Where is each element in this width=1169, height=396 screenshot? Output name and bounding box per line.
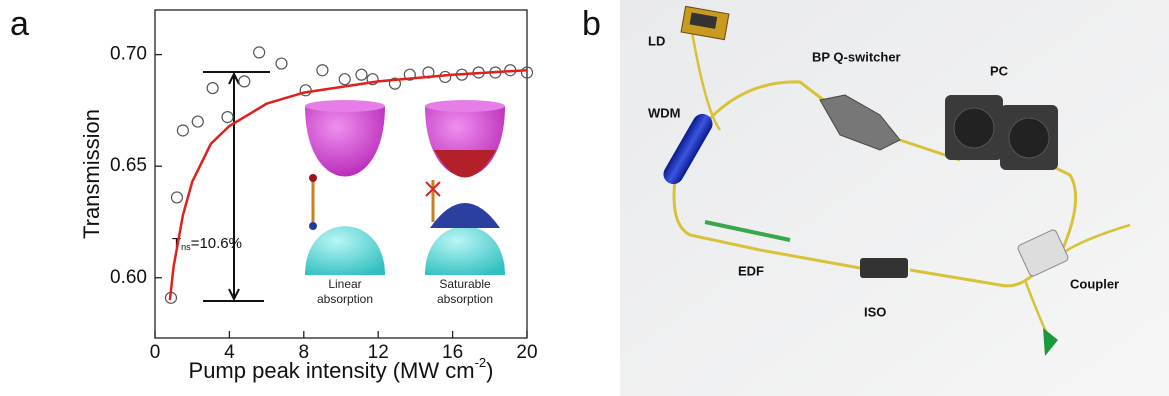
data-point <box>275 57 288 70</box>
data-point <box>366 73 379 86</box>
bracket <box>203 71 270 302</box>
component-label: WDM <box>648 105 681 120</box>
bp-q-switcher <box>819 94 901 151</box>
component-label: LD <box>648 33 665 48</box>
plot-frame <box>154 9 528 339</box>
band-inset: Linear absorption Saturable absorption <box>305 100 505 306</box>
inset-label: absorption <box>317 292 373 306</box>
data-point <box>338 73 351 86</box>
annotation-text: =10.6% <box>191 235 242 252</box>
x-tick-label: 20 <box>516 342 537 363</box>
x-axis-label: Pump peak intensity (MW cm-2) <box>189 355 494 382</box>
chart: Linear absorption Saturable absorption T… <box>79 9 538 383</box>
panel-label: a <box>10 5 29 43</box>
y-axis-label: Transmission <box>79 109 104 239</box>
data-point <box>355 68 368 81</box>
y-tick-label: 0.70 <box>110 44 147 65</box>
inset-label: Saturable <box>439 277 491 291</box>
wdm <box>663 113 713 185</box>
data-point <box>170 191 184 204</box>
x-tick-label: 16 <box>442 342 463 363</box>
component-label: EDF <box>738 263 764 278</box>
data-point <box>206 81 219 95</box>
inset-label: absorption <box>437 292 493 306</box>
fiber <box>672 80 1078 288</box>
x-label-sup: -2 <box>475 355 487 370</box>
x-tick-label: 4 <box>224 342 235 363</box>
iso <box>860 258 908 278</box>
component-label: PC <box>990 63 1009 78</box>
x-tick-label: 0 <box>150 342 161 363</box>
x-tick-label: 8 <box>299 342 310 363</box>
edf <box>704 220 791 242</box>
x-tick-label: 12 <box>368 342 389 363</box>
x-label-text: Pump peak intensity (MW cm <box>189 358 475 383</box>
y-tick-label: 0.65 <box>110 155 147 176</box>
data-point <box>221 111 234 124</box>
data-point <box>176 124 189 137</box>
diagram-background <box>620 0 1169 396</box>
y-tick-label: 0.60 <box>110 267 147 288</box>
fit-line <box>168 68 528 301</box>
data-point <box>520 66 534 79</box>
panel-label: b <box>582 5 601 43</box>
data-point <box>316 64 329 77</box>
annotation: Tns=10.6% <box>172 235 242 252</box>
component-label: Coupler <box>1070 276 1119 291</box>
setup-diagram: LD BP Q-switcher PC WDM EDF ISO Coupler <box>620 0 1169 396</box>
x-label-text: ) <box>486 358 493 383</box>
coupler <box>1017 229 1069 277</box>
data-point <box>388 77 402 90</box>
annotation-sub: ns <box>181 242 191 252</box>
data-point <box>191 115 204 128</box>
data-point <box>238 75 251 88</box>
data-point <box>403 68 416 81</box>
data-point <box>253 46 266 59</box>
component-label: BP Q-switcher <box>812 49 901 64</box>
output <box>1043 328 1058 356</box>
inset-label: Linear <box>328 277 361 291</box>
component-label: ISO <box>864 304 886 319</box>
